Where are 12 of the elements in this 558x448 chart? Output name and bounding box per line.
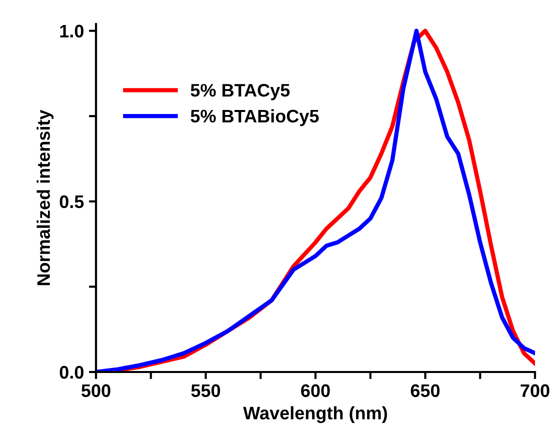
legend-label: 5% BTACy5	[190, 84, 290, 100]
x-axis-title: Wavelength (nm)	[243, 406, 387, 424]
x-tick-label: 700	[520, 384, 550, 398]
x-tick-label: 650	[410, 384, 440, 398]
legend-label: 5% BTABioCy5	[190, 109, 319, 126]
x-tick-label: 500	[81, 384, 110, 398]
y-tick-label: 0.0	[60, 366, 84, 379]
y-tick-label: 0.5	[60, 195, 84, 208]
x-tick-label: 600	[301, 384, 330, 398]
y-axis-title: Normalized intensity	[36, 110, 54, 286]
x-tick-label: 550	[191, 384, 220, 398]
y-tick-label: 1.0	[60, 24, 84, 38]
